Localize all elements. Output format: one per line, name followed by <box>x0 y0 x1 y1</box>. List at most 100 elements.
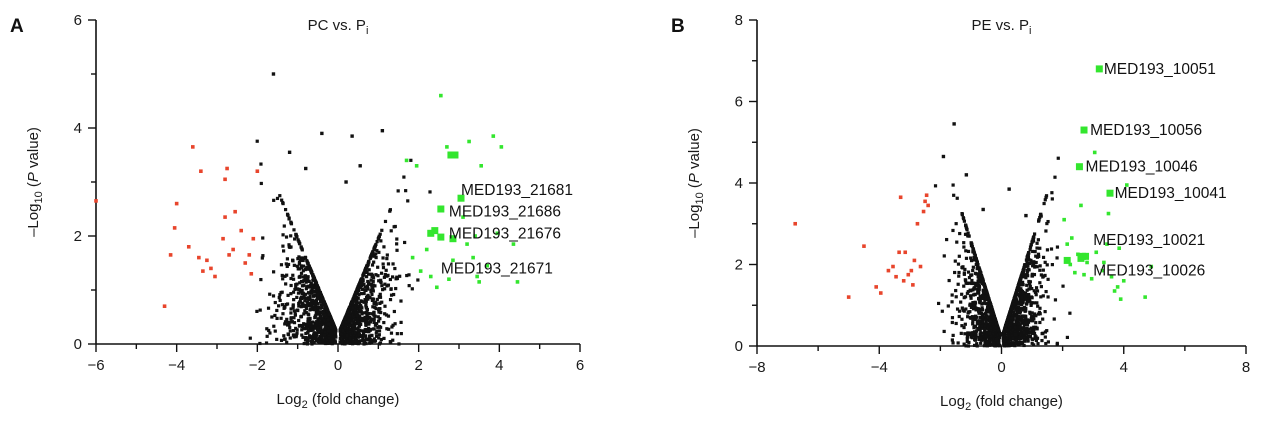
ns-point <box>981 338 985 342</box>
ns-point <box>971 247 975 252</box>
ns-point <box>395 242 399 246</box>
ns-point <box>356 322 360 326</box>
ns-point <box>296 267 300 271</box>
ns-point <box>360 312 364 316</box>
ns-point <box>297 304 301 308</box>
ns-point <box>981 294 985 298</box>
ns-point <box>1012 296 1017 301</box>
ns-point <box>399 332 403 336</box>
ns-point <box>1033 250 1037 254</box>
ns-point <box>970 336 974 340</box>
ns-point <box>354 305 358 309</box>
ns-point <box>982 301 986 305</box>
ns-point <box>1030 286 1034 291</box>
ns-point <box>364 304 368 308</box>
ns-point <box>1041 317 1045 321</box>
ns-point <box>987 297 991 301</box>
ns-point <box>364 327 368 332</box>
ns-point <box>986 295 990 299</box>
ns-point <box>1027 251 1031 255</box>
ns-point <box>343 342 347 346</box>
ns-point <box>365 311 370 315</box>
ns-point <box>957 274 961 278</box>
ns-point <box>383 282 387 286</box>
ns-point <box>1002 330 1006 334</box>
down-regulated-point <box>213 274 217 279</box>
ns-point <box>308 334 312 338</box>
ns-point <box>313 307 317 311</box>
ns-point <box>1028 245 1033 249</box>
ns-point <box>356 319 360 323</box>
ns-outlier-point <box>981 207 985 212</box>
ns-point <box>983 285 987 289</box>
ns-point <box>392 292 396 297</box>
ns-point <box>381 262 385 266</box>
ns-outlier-point <box>380 129 385 133</box>
ns-point <box>346 317 350 321</box>
ns-point <box>972 330 977 334</box>
ns-point <box>1021 268 1025 273</box>
ns-point <box>373 314 377 318</box>
ns-point <box>954 321 958 326</box>
ns-point <box>292 321 297 325</box>
down-regulated-point <box>205 258 209 263</box>
ns-point <box>1029 316 1033 321</box>
x-tick-label: −6 <box>87 357 104 374</box>
ns-point <box>1016 318 1020 322</box>
ns-point <box>325 308 330 313</box>
ns-point <box>983 326 987 330</box>
ns-point <box>377 333 381 337</box>
ns-point <box>1019 332 1023 336</box>
ns-point <box>356 341 360 345</box>
ns-point <box>1037 218 1041 222</box>
ns-point <box>1028 311 1032 316</box>
ns-point <box>312 277 316 281</box>
ns-point <box>358 308 362 312</box>
ns-point <box>965 339 969 344</box>
ns-point <box>957 309 962 313</box>
ns-outlier-point <box>1024 213 1028 218</box>
ns-point <box>377 336 381 340</box>
ns-point <box>1055 341 1059 345</box>
ns-point <box>362 342 366 346</box>
ns-point <box>969 273 973 278</box>
down-regulated-point <box>227 253 231 257</box>
panel-letter: A <box>10 16 24 37</box>
ns-point <box>282 224 286 228</box>
ns-point <box>1034 338 1039 343</box>
ns-point <box>255 309 259 314</box>
ns-point <box>1030 331 1035 335</box>
down-regulated-point <box>199 169 203 173</box>
ns-point <box>266 306 271 310</box>
ns-point <box>1022 336 1026 340</box>
ns-point <box>366 297 370 301</box>
ns-point <box>320 322 324 327</box>
ns-point <box>279 338 284 342</box>
ns-point <box>968 332 972 336</box>
ns-point <box>299 264 303 268</box>
ns-point <box>365 319 369 323</box>
ns-point <box>377 279 381 283</box>
y-axis-title: –Log10 (P value) <box>686 128 706 238</box>
ns-point <box>992 344 997 348</box>
ns-point <box>1013 333 1018 337</box>
ns-point <box>950 320 954 325</box>
ns-point <box>372 317 376 321</box>
ns-point <box>329 322 333 326</box>
ns-point <box>319 329 323 333</box>
y-tick-label: 6 <box>74 12 82 29</box>
highlighted-gene-point <box>451 151 459 159</box>
ns-point <box>405 273 409 278</box>
ns-outlier-point <box>304 166 308 171</box>
ns-point <box>375 322 379 326</box>
ns-point <box>1017 342 1022 346</box>
ns-point <box>297 287 301 292</box>
ns-point <box>304 287 308 291</box>
ns-point <box>359 305 363 309</box>
ns-point <box>372 320 376 324</box>
ns-point <box>977 335 981 340</box>
ns-point <box>1028 299 1032 303</box>
ns-point <box>1056 156 1060 160</box>
ns-point <box>1046 340 1050 344</box>
ns-point <box>981 288 985 292</box>
